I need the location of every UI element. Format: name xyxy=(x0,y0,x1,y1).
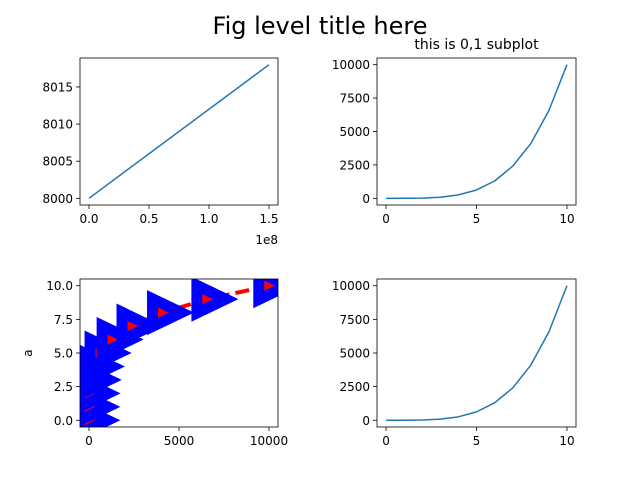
x-tick-label: 0.0 xyxy=(79,212,98,226)
y-tick-label: 7500 xyxy=(339,92,370,106)
y-tick-label: 0 xyxy=(362,414,370,428)
figure-title: Fig level title here xyxy=(213,12,428,40)
x-tick-label: 1.5 xyxy=(259,212,278,226)
subplot-1-0: 0 5000 10000 0.0 2.5 5.0 7.5 10.0 a xyxy=(21,278,288,448)
x-tick-label: 10 xyxy=(559,434,574,448)
x-tick-label: 10 xyxy=(559,212,574,226)
x-tick-label: 0 xyxy=(85,434,93,448)
series-line xyxy=(386,285,568,422)
plot-area xyxy=(386,64,568,200)
x-tick-label: 0.5 xyxy=(139,212,158,226)
y-tick-label: 5000 xyxy=(339,347,370,361)
y-tick-label: 7500 xyxy=(339,313,370,327)
y-tick-label: 5000 xyxy=(339,125,370,139)
data-point-marker xyxy=(191,279,239,322)
data-point-marker xyxy=(253,279,278,309)
data-point-marker xyxy=(116,303,164,349)
y-tick-label: 5.0 xyxy=(54,347,73,361)
y-tick-label: 0 xyxy=(362,192,370,206)
y-axis-label: a xyxy=(21,349,35,356)
series-line xyxy=(386,64,568,200)
series-line xyxy=(88,64,270,199)
axes-frame xyxy=(79,57,279,206)
data-point-marker xyxy=(147,290,195,336)
y-tick-label: 8015 xyxy=(42,80,73,94)
y-tick-label: 10.0 xyxy=(46,279,73,293)
x-tick-label: 0 xyxy=(382,212,390,226)
y-tick-label: 2.5 xyxy=(54,380,73,394)
y-tick-label: 8000 xyxy=(42,192,73,206)
x-tick-label: 10000 xyxy=(250,434,288,448)
x-tick-label: 0 xyxy=(382,434,390,448)
x-tick-label: 5000 xyxy=(164,434,195,448)
y-tick-label: 8010 xyxy=(42,118,73,132)
subplot-title: this is 0,1 subplot xyxy=(414,37,539,53)
x-offset-text: 1e8 xyxy=(255,233,278,247)
x-tick-label: 5 xyxy=(473,212,481,226)
y-tick-label: 7.5 xyxy=(54,313,73,327)
y-tick-label: 2500 xyxy=(339,158,370,172)
y-tick-label: 10000 xyxy=(332,279,370,293)
subplot-0-0: 0.0 0.5 1.0 1.5 8000 8005 8010 8015 1e8 xyxy=(42,57,279,247)
y-tick-label: 0.0 xyxy=(54,414,73,428)
plot-area xyxy=(386,285,568,422)
subplot-0-1: 0 5 10 0 2500 5000 7500 10000 this is 0,1 subplo… xyxy=(332,37,577,226)
plot-area xyxy=(80,279,278,427)
x-tick-label: 1.0 xyxy=(199,212,218,226)
plot-area xyxy=(88,64,270,199)
y-tick-label: 8005 xyxy=(42,155,73,169)
y-tick-label: 10000 xyxy=(332,58,370,72)
subplot-1-1: 0 5 10 0 2500 5000 7500 10000 xyxy=(332,278,577,448)
y-tick-label: 2500 xyxy=(339,380,370,394)
x-tick-label: 5 xyxy=(473,434,481,448)
